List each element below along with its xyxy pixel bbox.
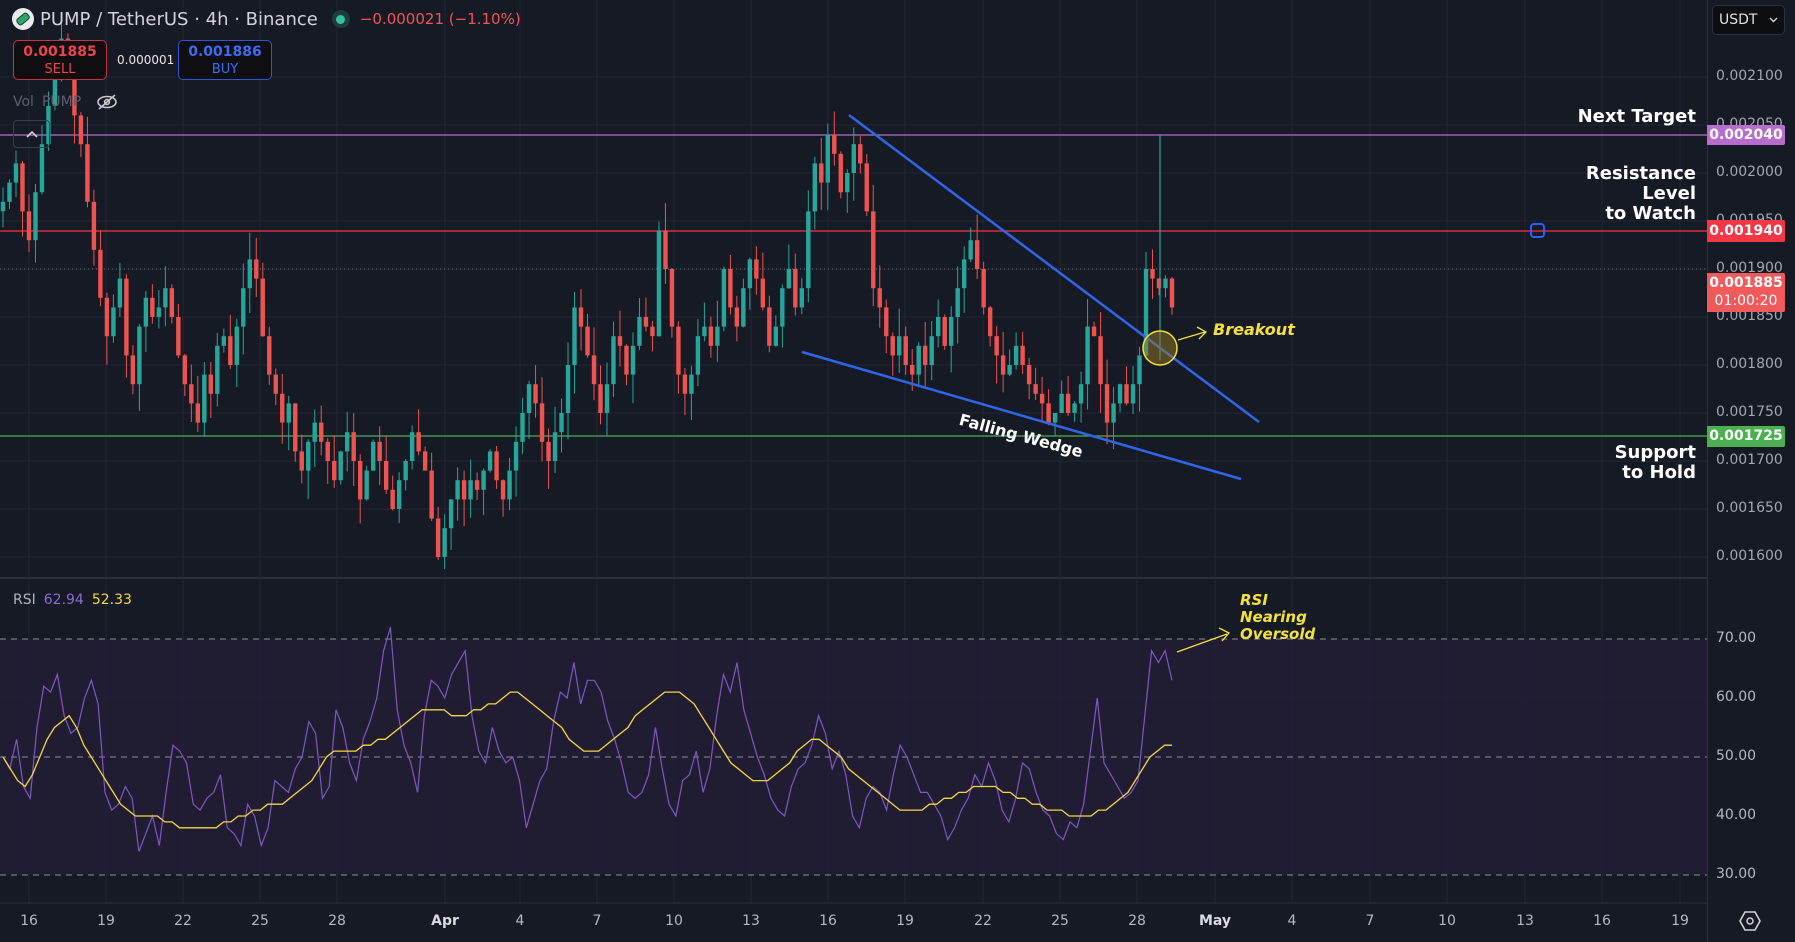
- time-tick: 4: [515, 913, 525, 929]
- rsi-note-line-1: RSI: [1240, 591, 1268, 609]
- rsi-value: 62.94: [43, 592, 84, 608]
- time-tick: 25: [1051, 913, 1069, 929]
- price-tick: 0.001650: [1716, 500, 1783, 516]
- rsi-plot: [2, 627, 1231, 852]
- time-tick: May: [1198, 913, 1232, 929]
- price-tick: 0.001600: [1716, 548, 1783, 564]
- rsi-tick: 30.00: [1716, 866, 1757, 882]
- rsi-tick: 50.00: [1716, 748, 1757, 764]
- buy-price: 0.001886: [188, 44, 262, 60]
- time-tick: 10: [1438, 913, 1456, 929]
- price-tick: 0.001750: [1716, 404, 1783, 420]
- price-tick: 0.001700: [1716, 452, 1783, 468]
- breakout-label: Breakout: [1213, 320, 1295, 339]
- spread-value: 0.000001: [117, 53, 175, 67]
- support-line-1: Support: [1614, 442, 1696, 463]
- time-tick: 13: [742, 913, 760, 929]
- price-candles: [0, 22, 1175, 569]
- time-tick: 4: [1287, 913, 1297, 929]
- vol-symbol: PUMP: [41, 94, 82, 110]
- sell-price: 0.001885: [23, 44, 97, 60]
- rsi-legend[interactable]: RSI 62.94 52.33: [13, 592, 132, 608]
- resistance-line-1: Resistance: [1585, 163, 1696, 184]
- time-tick: 10: [665, 913, 683, 929]
- rsi-tick: 40.00: [1716, 807, 1757, 823]
- chevron-up-icon: [25, 130, 38, 138]
- volume-legend: Vol PUMP: [13, 93, 119, 111]
- price-tick: 0.001900: [1716, 260, 1783, 276]
- collapse-legend-button[interactable]: [13, 120, 50, 148]
- support-line-2: to Hold: [1622, 462, 1696, 483]
- current-price: 0.001885: [1709, 275, 1783, 291]
- current-price-tag: 0.001885 01:00:20: [1707, 273, 1785, 312]
- falling-wedge: [801, 113, 1260, 481]
- rsi-note-line-3: Oversold: [1240, 625, 1316, 643]
- pump-logo-icon: [12, 8, 34, 30]
- vol-label: Vol: [13, 94, 34, 110]
- next-target-label: Next Target: [1577, 106, 1696, 127]
- settings-icon[interactable]: [1738, 910, 1762, 932]
- buy-label: BUY: [211, 62, 239, 77]
- time-tick: 28: [1128, 913, 1146, 929]
- buy-button[interactable]: 0.001886 BUY: [178, 40, 272, 80]
- symbol-title: PUMP / TetherUS · 4h · Binance: [40, 8, 318, 30]
- chevron-down-icon: [1769, 17, 1778, 23]
- time-tick: 16: [1593, 913, 1611, 929]
- bar-countdown: 01:00:20: [1714, 293, 1778, 309]
- rsi-tick: 70.00: [1716, 630, 1757, 646]
- next-target-tag: 0.002040: [1707, 125, 1785, 145]
- rsi-label: RSI: [13, 592, 36, 608]
- time-tick: 16: [819, 913, 837, 929]
- symbol-header[interactable]: PUMP / TetherUS · 4h · Binance −0.000021…: [12, 8, 521, 30]
- time-tick: 22: [174, 913, 192, 929]
- time-tick: 7: [1365, 913, 1375, 929]
- resistance-label: Resistance Level to Watch: [1586, 164, 1696, 224]
- sell-button[interactable]: 0.001885 SELL: [13, 40, 107, 80]
- rsi-note-line-2: Nearing: [1240, 608, 1307, 626]
- market-open-icon: [331, 10, 350, 28]
- time-tick: 16: [20, 913, 38, 929]
- time-tick: 7: [592, 913, 602, 929]
- rsi-tick: 60.00: [1716, 689, 1757, 705]
- price-tick: 0.002100: [1716, 68, 1783, 84]
- time-tick: 13: [1516, 913, 1534, 929]
- price-tick: 0.001850: [1716, 308, 1783, 324]
- rsi-note: RSI Nearing Oversold: [1240, 592, 1315, 643]
- resistance-tag: 0.001940: [1707, 220, 1785, 242]
- time-tick: 19: [1671, 913, 1689, 929]
- time-tick: 28: [328, 913, 346, 929]
- rsi-ma-value: 52.33: [91, 592, 132, 608]
- price-tick: 0.001800: [1716, 356, 1783, 372]
- time-tick: 19: [896, 913, 914, 929]
- support-tag: 0.001725: [1707, 426, 1785, 447]
- resistance-line-3: to Watch: [1605, 203, 1696, 224]
- eye-hidden-icon[interactable]: [95, 93, 119, 111]
- resistance-line-2: Level: [1642, 183, 1696, 204]
- support-label: Support to Hold: [1615, 443, 1696, 483]
- time-tick: Apr: [431, 913, 459, 929]
- time-tick: 25: [251, 913, 269, 929]
- time-tick: 22: [974, 913, 992, 929]
- sell-label: SELL: [44, 62, 76, 77]
- price-change: −0.000021 (−1.10%): [359, 10, 521, 28]
- currency-select[interactable]: USDT: [1712, 5, 1785, 35]
- price-axis[interactable]: [1707, 0, 1795, 942]
- currency-value: USDT: [1719, 12, 1758, 28]
- time-tick: 19: [97, 913, 115, 929]
- price-tick: 0.002000: [1716, 164, 1783, 180]
